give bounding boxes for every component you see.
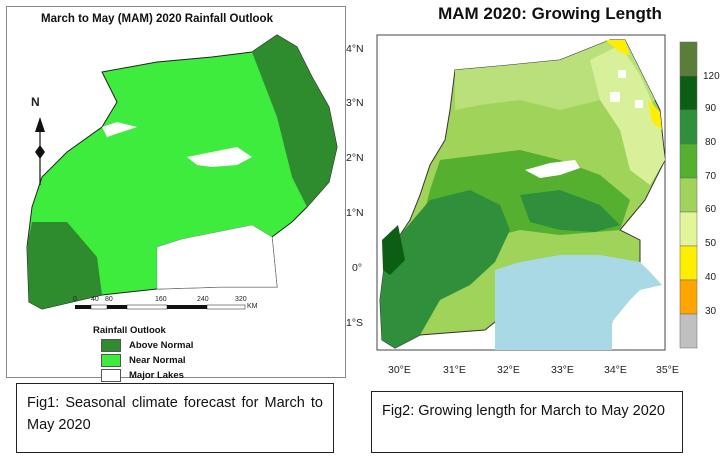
lat-tick-1s: 1°S bbox=[346, 317, 364, 329]
colorbar-label-120: 120 bbox=[703, 71, 720, 82]
fig1-caption: Fig1: Seasonal climate forecast for Marc… bbox=[16, 383, 334, 453]
colorbar-swatch-4 bbox=[679, 177, 698, 213]
colorbar-swatch-6 bbox=[679, 245, 698, 281]
rainfall-outlook-panel: March to May (MAM) 2020 Rainfall Outlook… bbox=[6, 6, 346, 382]
colorbar-swatch-2 bbox=[679, 109, 698, 145]
growing-length-title: MAM 2020: Growing Length bbox=[438, 4, 662, 23]
scale-label-80: 80 bbox=[105, 296, 113, 303]
lat-tick-0: 0° bbox=[352, 262, 363, 274]
legend-item-major-lakes: Major Lakes bbox=[101, 369, 184, 382]
colorbar-swatch-5 bbox=[679, 211, 698, 247]
scale-label-0: 0 bbox=[73, 296, 77, 303]
lat-tick-1n: 1°N bbox=[346, 207, 364, 219]
legend-title: Rainfall Outlook bbox=[93, 325, 166, 336]
scale-unit: KM bbox=[247, 303, 258, 310]
scale-label-160: 160 bbox=[155, 296, 167, 303]
lake-victoria bbox=[156, 224, 278, 290]
above-normal-southwest bbox=[27, 222, 102, 309]
lon-tick-32e: 32°E bbox=[497, 364, 520, 376]
scale-label-240: 240 bbox=[197, 296, 209, 303]
colorbar-label-90: 90 bbox=[705, 103, 717, 114]
above-normal-northeast bbox=[252, 35, 337, 207]
fig2-caption: Fig2: Growing length for March to May 20… bbox=[371, 391, 683, 453]
colorbar-swatch-1 bbox=[679, 75, 698, 111]
north-label: N bbox=[31, 95, 40, 109]
colorbar-swatch-8 bbox=[679, 313, 698, 349]
lon-tick-33e: 33°E bbox=[551, 364, 574, 376]
colorbar-label-60: 60 bbox=[705, 204, 717, 215]
legend-item-near-normal: Near Normal bbox=[101, 354, 186, 367]
colorbar-swatch-7 bbox=[679, 279, 698, 315]
lake-kyoga-region bbox=[525, 160, 580, 178]
colorbar-swatch-0 bbox=[679, 41, 698, 77]
swatch-near-normal bbox=[101, 354, 121, 367]
swatch-major-lakes bbox=[101, 369, 121, 382]
colorbar-label-40: 40 bbox=[705, 272, 717, 283]
colorbar-label-50: 50 bbox=[705, 238, 717, 249]
lon-tick-35e: 35°E bbox=[656, 364, 679, 376]
colorbar-label-30: 30 bbox=[705, 306, 717, 317]
lake-albert bbox=[102, 122, 137, 137]
north-arrow-head bbox=[35, 117, 45, 132]
colorbar-swatch-3 bbox=[679, 143, 698, 179]
lat-tick-2n: 2°N bbox=[346, 152, 364, 164]
rainfall-outlook-map bbox=[26, 34, 338, 310]
north-arrow-star bbox=[35, 145, 45, 159]
colorbar bbox=[679, 41, 698, 349]
swatch-above-normal bbox=[101, 339, 121, 352]
lon-tick-34e: 34°E bbox=[604, 364, 627, 376]
legend-item-above-normal: Above Normal bbox=[101, 339, 193, 352]
colorbar-label-80: 80 bbox=[705, 137, 717, 148]
colorbar-label-70: 70 bbox=[705, 171, 717, 182]
lat-tick-3n: 3°N bbox=[346, 97, 364, 109]
scale-label-320: 320 bbox=[235, 296, 247, 303]
lake-victoria-region bbox=[495, 255, 662, 350]
lon-tick-30e: 30°E bbox=[388, 364, 411, 376]
lon-tick-31e: 31°E bbox=[443, 364, 466, 376]
scale-label-40: 40 bbox=[91, 296, 99, 303]
rainfall-map-title: March to May (MAM) 2020 Rainfall Outlook bbox=[41, 13, 273, 25]
lake-kyoga bbox=[187, 147, 252, 167]
lat-tick-4n: 4°N bbox=[346, 43, 364, 55]
